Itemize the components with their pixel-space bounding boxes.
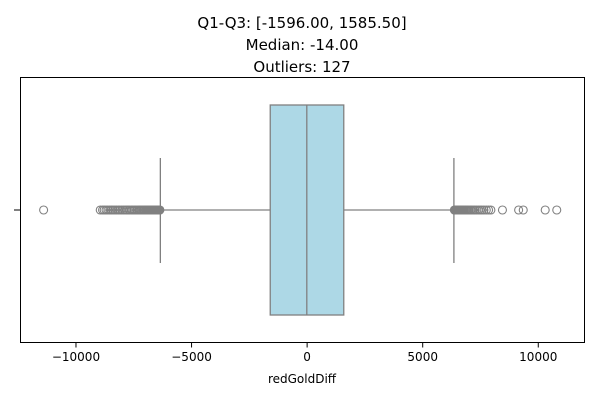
outlier-point bbox=[484, 205, 494, 215]
outlier-point bbox=[481, 205, 491, 215]
outlier-point bbox=[479, 205, 489, 215]
axes-frame bbox=[20, 77, 585, 343]
x-axis-label: redGoldDiff bbox=[268, 372, 337, 386]
outlier-point bbox=[486, 205, 496, 215]
outlier-point bbox=[39, 205, 49, 215]
outlier-point bbox=[497, 205, 507, 215]
x-tick-label: −10000 bbox=[52, 350, 100, 364]
outlier-point bbox=[552, 205, 562, 215]
outlier-point bbox=[518, 205, 528, 215]
outlier-point bbox=[540, 205, 550, 215]
title-line-outliers: Outliers: 127 bbox=[253, 58, 350, 76]
title-line-quartiles: Q1-Q3: [-1596.00, 1585.50] bbox=[197, 14, 406, 32]
x-tick-label: 10000 bbox=[519, 350, 557, 364]
plot-area bbox=[39, 104, 562, 316]
x-tick-label: −5000 bbox=[171, 350, 212, 364]
outlier-point bbox=[155, 205, 165, 215]
title-line-median: Median: -14.00 bbox=[246, 36, 359, 54]
x-tick-label: 5000 bbox=[407, 350, 438, 364]
x-axis-ticks: −10000 −5000 0 5000 10000 bbox=[52, 342, 557, 364]
outlier-point bbox=[514, 205, 524, 215]
x-tick-label: 0 bbox=[303, 350, 311, 364]
